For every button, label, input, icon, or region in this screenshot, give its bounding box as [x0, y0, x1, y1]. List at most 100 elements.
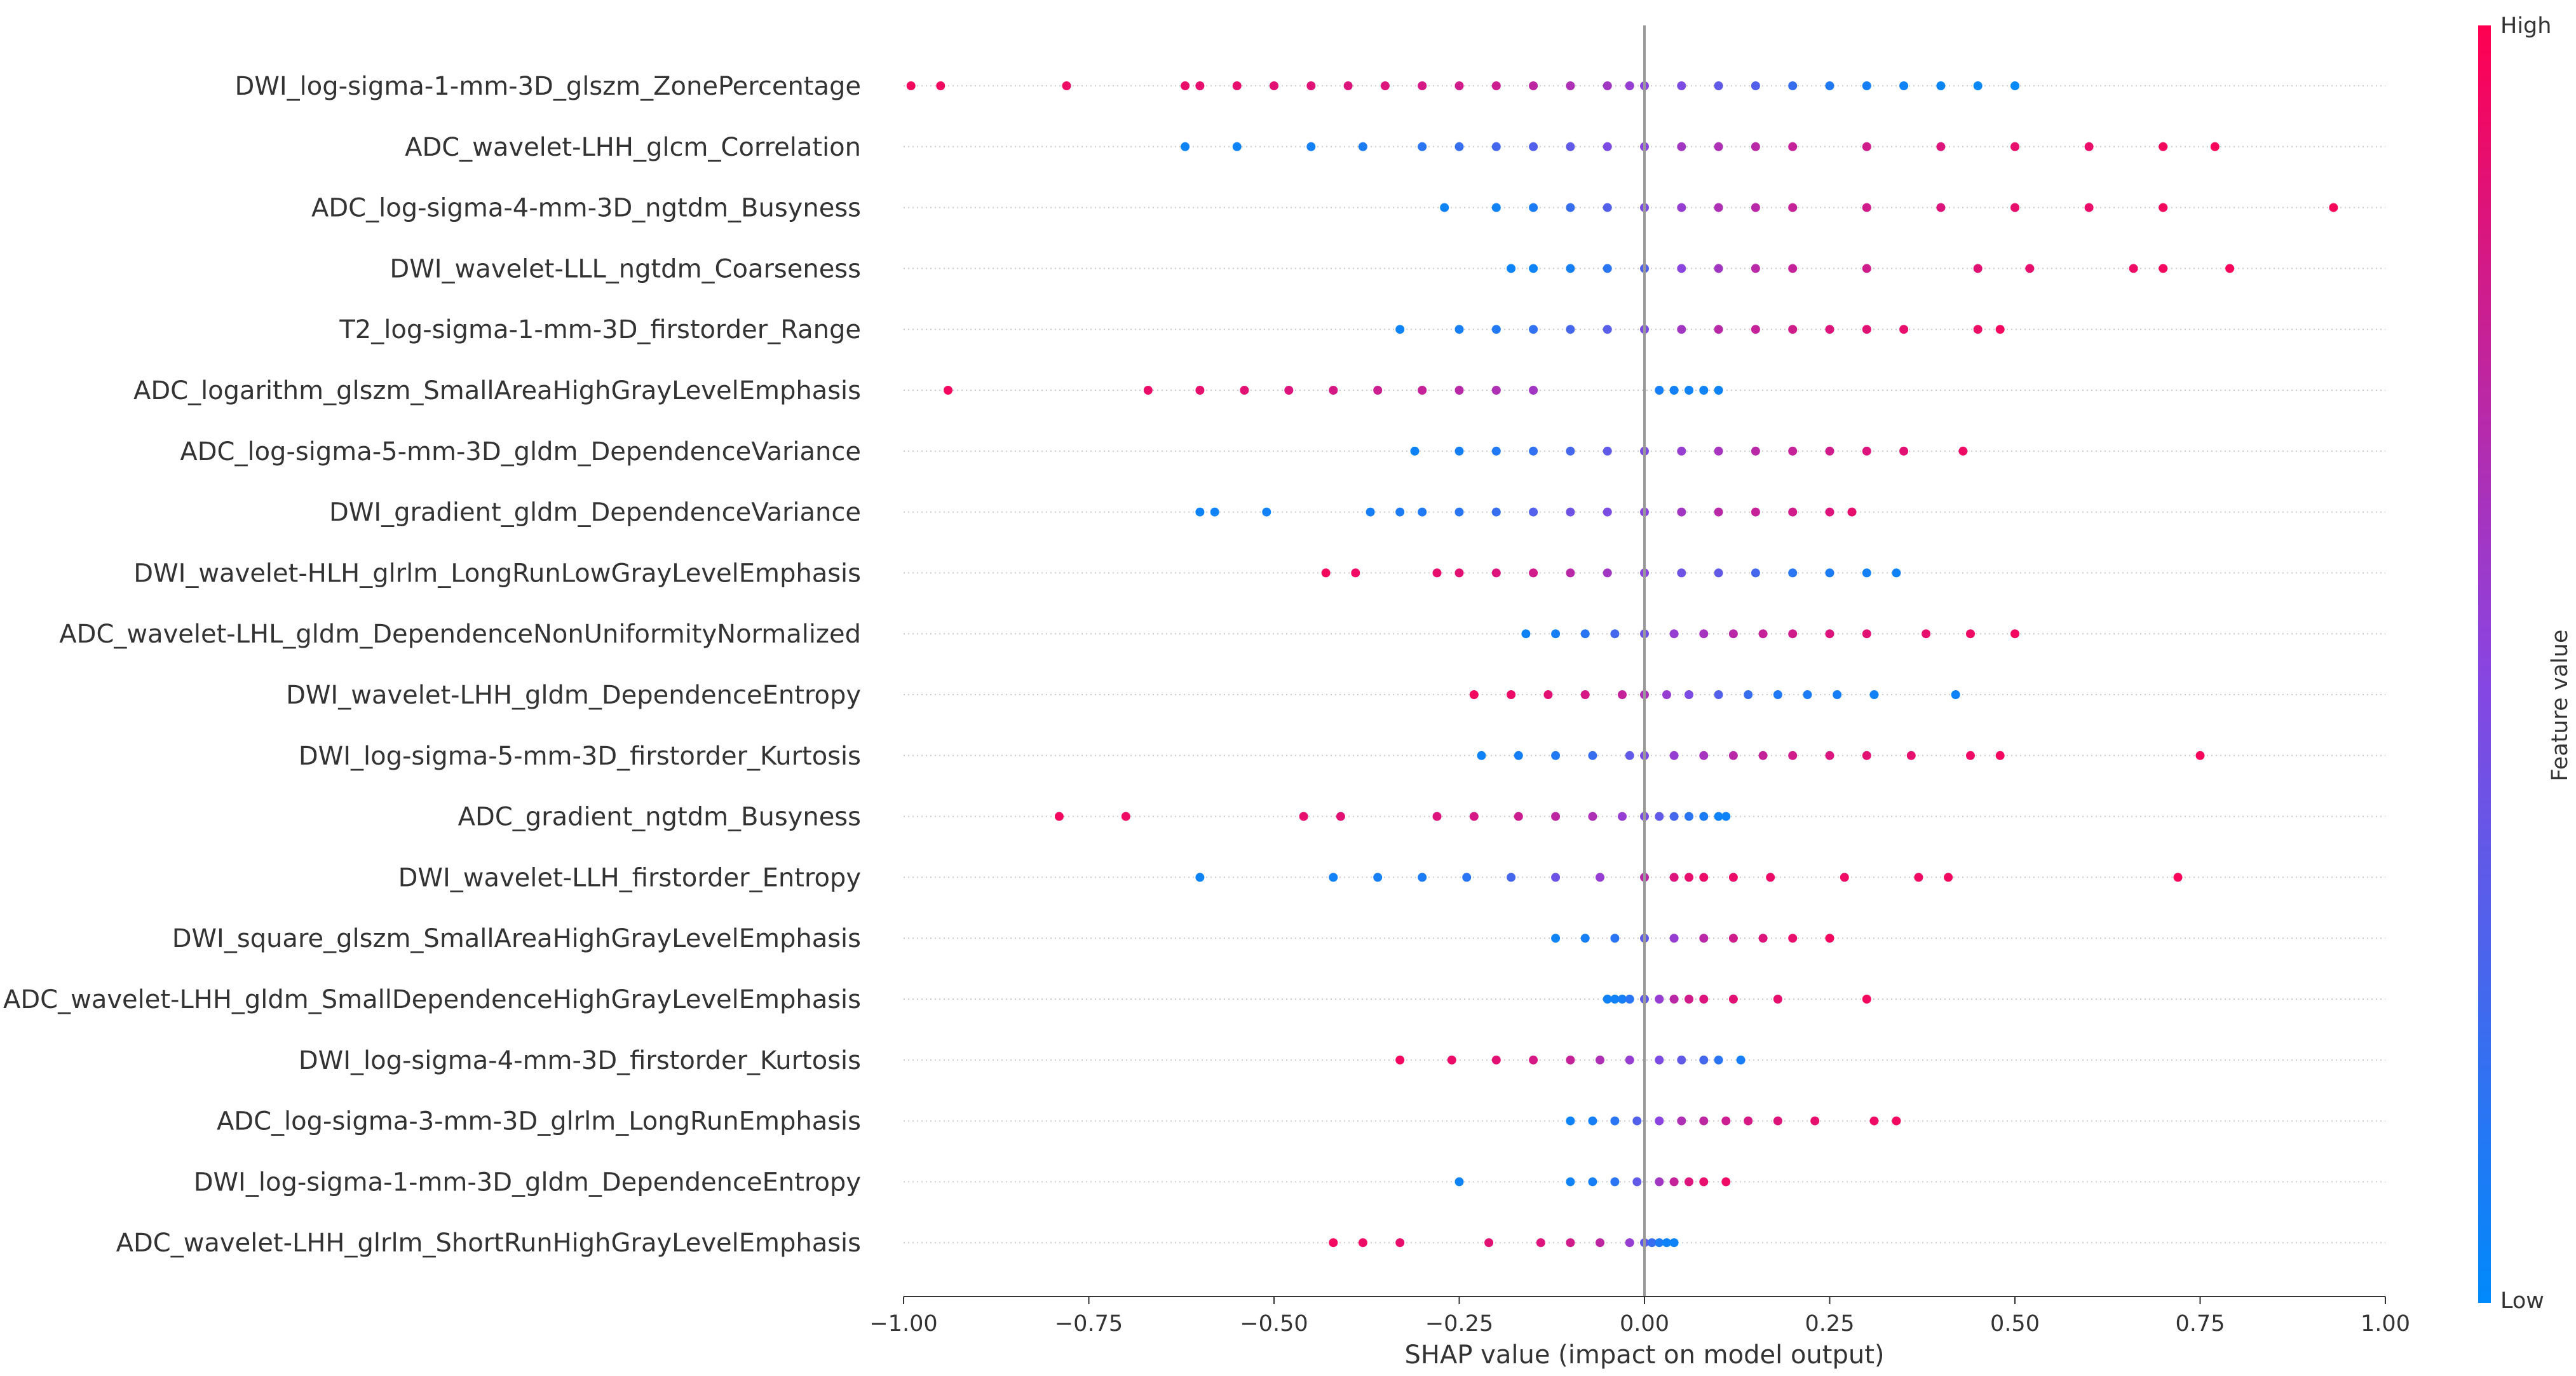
shap-point: [1380, 81, 1390, 90]
shap-point: [1454, 325, 1464, 334]
shap-point: [1529, 507, 1538, 517]
shap-point: [1566, 325, 1575, 334]
shap-point: [1551, 812, 1561, 821]
shap-point: [1507, 690, 1516, 699]
shap-point: [1744, 690, 1753, 699]
shap-point: [1669, 1238, 1679, 1248]
colorbar-low-label: Low: [2500, 1288, 2544, 1314]
shap-point: [1373, 386, 1383, 395]
shap-point: [1862, 446, 1871, 456]
shap-point: [1603, 995, 1612, 1004]
shap-point: [2329, 203, 2338, 212]
shap-point: [1677, 203, 1686, 212]
shap-point: [1892, 568, 1901, 578]
shap-point: [1840, 873, 1849, 882]
shap-point: [1491, 203, 1501, 212]
shap-point: [1321, 568, 1331, 578]
shap-point: [1914, 873, 1923, 882]
shap-point: [2010, 81, 2019, 90]
shap-point: [1566, 568, 1575, 578]
shap-point: [1543, 690, 1553, 699]
shap-point: [1454, 81, 1464, 90]
shap-point: [1210, 507, 1219, 517]
shap-point: [1862, 995, 1871, 1004]
shap-point: [1714, 812, 1723, 821]
shap-point: [2173, 873, 2183, 882]
shap-point: [1677, 1116, 1686, 1126]
shap-point: [1788, 446, 1798, 456]
shap-point: [1655, 1116, 1664, 1126]
shap-point: [1869, 1116, 1879, 1126]
shap-point: [1395, 1238, 1405, 1248]
shap-point: [1507, 873, 1516, 882]
shap-point: [1418, 142, 1427, 151]
shap-point: [1143, 386, 1153, 395]
shap-point: [2195, 751, 2205, 760]
feature-label: ADC_wavelet-LHH_glrlm_ShortRunHighGrayLe…: [116, 1229, 861, 1258]
shap-point: [1728, 629, 1738, 639]
feature-label: DWI_wavelet-LLL_ngtdm_Coarseness: [390, 254, 861, 283]
shap-point: [1195, 873, 1205, 882]
shap-point: [1728, 995, 1738, 1004]
feature-label: DWI_log-sigma-1-mm-3D_gldm_DependenceEnt…: [194, 1168, 861, 1197]
shap-point: [1454, 1177, 1464, 1187]
shap-point: [1529, 142, 1538, 151]
shap-point: [1869, 690, 1879, 699]
x-tick-label: 0.50: [1990, 1311, 2040, 1337]
feature-label: DWI_square_glszm_SmallAreaHighGrayLevelE…: [172, 924, 861, 953]
shap-point: [1714, 568, 1723, 578]
shap-point: [1944, 873, 1953, 882]
shap-point: [1603, 568, 1612, 578]
shap-point: [1744, 1116, 1753, 1126]
shap-point: [1580, 934, 1590, 943]
shap-point: [1625, 1238, 1634, 1248]
shap-point: [1899, 81, 1909, 90]
shap-point: [1566, 1177, 1575, 1187]
shap-point: [1491, 81, 1501, 90]
shap-point: [1610, 995, 1620, 1004]
x-tick-label: 0.00: [1620, 1311, 1669, 1337]
shap-point: [1358, 142, 1367, 151]
shap-point: [1973, 325, 1983, 334]
shap-point: [1751, 325, 1760, 334]
shap-point: [1751, 264, 1760, 273]
x-tick-label: 1.00: [2361, 1311, 2410, 1337]
shap-point: [1566, 203, 1575, 212]
shap-point: [1062, 81, 1071, 90]
shap-point: [1655, 1055, 1664, 1065]
x-tick-label: −1.00: [869, 1311, 937, 1337]
shap-point: [2159, 264, 2168, 273]
shap-point: [1418, 386, 1427, 395]
shap-point: [1596, 1238, 1604, 1248]
shap-point: [1862, 81, 1871, 90]
shap-point: [1966, 751, 1975, 760]
shap-point: [1491, 446, 1501, 456]
shap-point: [1454, 507, 1464, 517]
shap-point: [1862, 629, 1871, 639]
shap-point: [1551, 629, 1561, 639]
colorbar-high-label: High: [2500, 13, 2551, 39]
shap-point: [1758, 629, 1768, 639]
shap-point: [1566, 1055, 1575, 1065]
shap-point: [1662, 690, 1671, 699]
shap-point: [1714, 446, 1723, 456]
shap-point: [1454, 386, 1464, 395]
shap-point: [1536, 1238, 1545, 1248]
shap-point: [1677, 1055, 1686, 1065]
shap-point: [1662, 1238, 1671, 1248]
shap-point: [1529, 446, 1538, 456]
shap-point: [1714, 203, 1723, 212]
shap-point: [1610, 934, 1620, 943]
shap-point: [1618, 812, 1627, 821]
feature-label: DWI_gradient_gldm_DependenceVariance: [329, 498, 861, 528]
shap-point: [1447, 1055, 1456, 1065]
shap-point: [1788, 934, 1798, 943]
shap-point: [1788, 142, 1798, 151]
shap-point: [1906, 751, 1916, 760]
shap-point: [2159, 142, 2168, 151]
shap-point: [1566, 142, 1575, 151]
shap-point: [1788, 568, 1798, 578]
shap-point: [1655, 386, 1664, 395]
colorbar-gradient: [2478, 25, 2491, 1303]
